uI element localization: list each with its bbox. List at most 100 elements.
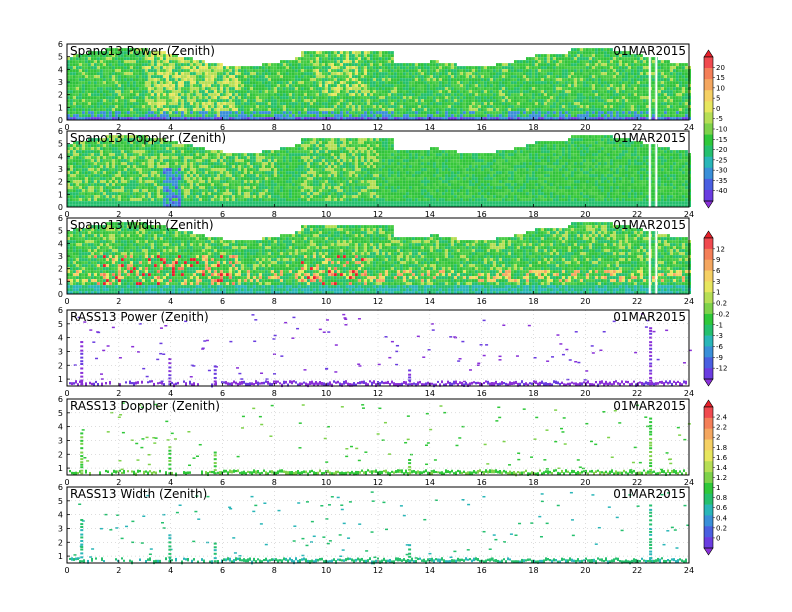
x-tick-label: 12 [373, 123, 383, 132]
colorbar-segment [704, 101, 713, 113]
colorbar-segment [704, 178, 713, 191]
grid [67, 399, 689, 475]
colorbar-label: -15 [716, 136, 727, 144]
colorbar-label: -12 [716, 365, 727, 373]
x-tick-label: 14 [425, 297, 435, 306]
x-tick-label: 2 [116, 297, 121, 306]
colorbar-segment [704, 156, 713, 169]
panel-date: 01MAR2015 [613, 399, 686, 413]
colorbar-segment [704, 537, 713, 549]
colorbar-label: -6 [716, 343, 724, 351]
x-tick-label: 20 [580, 389, 590, 398]
colorbar-segment [704, 248, 713, 260]
colorbar-segment [704, 281, 713, 293]
colorbar-top-arrow [703, 230, 714, 239]
x-tick-label: 10 [321, 210, 331, 219]
x-tick-label: 4 [168, 210, 173, 219]
x-tick-label: 0 [64, 389, 69, 398]
y-tick-label: 1 [58, 277, 63, 286]
panel-title: Spano13 Doppler (Zenith) [70, 131, 226, 145]
colorbar-segment [704, 238, 713, 250]
y-tick-label: 6 [58, 40, 63, 49]
x-tick-label: 6 [220, 210, 225, 219]
x-tick-label: 16 [477, 566, 487, 575]
x-tick-label: 8 [272, 210, 277, 219]
panel-title: Spano13 Power (Zenith) [70, 44, 215, 58]
colorbar-segment [704, 167, 713, 180]
colorbar-segment [704, 482, 713, 495]
y-tick-label: 2 [58, 361, 63, 370]
x-tick-label: 22 [632, 210, 642, 219]
x-tick-label: 0 [64, 210, 69, 219]
colorbar-segment [704, 324, 713, 336]
panel-title: RASS13 Width (Zenith) [70, 487, 207, 501]
colorbar-segment [704, 134, 713, 146]
colorbar-label: -20 [716, 146, 727, 154]
y-tick-label: 5 [58, 320, 63, 329]
y-tick-label: 5 [58, 53, 63, 62]
colorbar-label: 10 [716, 84, 725, 92]
colorbar-segment [704, 313, 713, 326]
colorbar-segment [704, 504, 713, 516]
colorbar-segment [704, 472, 713, 484]
grid [67, 310, 689, 386]
colorbar-label: -10 [716, 126, 727, 134]
x-tick-label: 2 [116, 389, 121, 398]
colorbar-label: 0.2 [716, 300, 727, 308]
x-tick-label: 14 [425, 123, 435, 132]
colorbar-segment [704, 407, 713, 419]
colorbar-label: -35 [716, 177, 727, 185]
colorbar-segment [704, 526, 713, 538]
colorbar-label: -9 [716, 354, 723, 362]
x-tick-label: 6 [220, 566, 225, 575]
y-tick-label: 5 [58, 409, 63, 418]
x-tick-label: 20 [580, 566, 590, 575]
colorbar-label: 20 [716, 64, 725, 72]
colorbar-segment [704, 515, 713, 527]
colorbar-label: -40 [716, 187, 727, 195]
colorbar-segment [704, 335, 713, 347]
y-tick-label: 4 [58, 334, 63, 343]
y-tick-label: 6 [58, 483, 63, 492]
x-tick-label: 18 [528, 297, 538, 306]
colorbar-segment [704, 428, 713, 440]
y-tick-label: 2 [58, 178, 63, 187]
x-tick-label: 6 [220, 297, 225, 306]
x-tick-label: 0 [64, 123, 69, 132]
colorbar-label: 6 [716, 267, 721, 275]
y-tick-label: 5 [58, 497, 63, 506]
x-tick-label: 10 [321, 478, 331, 487]
colorbar-segment [704, 57, 713, 69]
x-tick-label: 2 [116, 123, 121, 132]
y-tick-label: 6 [58, 395, 63, 404]
colorbar-cb3: 2.4 2.2 2 1.8 1.6 1.4 1.2 1 0.8 0.6 0.4 0.2 0 [703, 399, 728, 556]
colorbar-segment [704, 346, 713, 358]
x-tick-label: 18 [528, 389, 538, 398]
y-tick-label: 4 [58, 152, 63, 161]
x-tick-label: 4 [168, 566, 173, 575]
y-tick-label: 1 [58, 103, 63, 112]
y-tick-label: 3 [58, 436, 63, 445]
x-tick-label: 8 [272, 123, 277, 132]
scatter-points [69, 313, 692, 388]
x-tick-label: 8 [272, 389, 277, 398]
colorbar-bottom-arrow [703, 200, 714, 209]
x-tick-label: 6 [220, 478, 225, 487]
y-tick-label: 0 [58, 203, 63, 212]
x-tick-label: 24 [684, 478, 694, 487]
x-tick-label: 24 [684, 210, 694, 219]
colorbar-cb1: 20 15 10 5 0 -5 -10 -15 -20 -25 -30 -35 -40 [703, 49, 727, 209]
x-tick-label: 6 [220, 389, 225, 398]
colorbar-label: 12 [716, 245, 725, 253]
x-tick-label: 6 [220, 123, 225, 132]
colorbar-label: 2.2 [716, 424, 727, 432]
x-tick-label: 14 [425, 478, 435, 487]
x-tick-label: 0 [64, 297, 69, 306]
y-tick-label: 2 [58, 265, 63, 274]
x-tick-label: 20 [580, 478, 590, 487]
colorbar-segment [704, 417, 713, 429]
x-tick-label: 18 [528, 566, 538, 575]
colorbar-segment [704, 112, 713, 124]
